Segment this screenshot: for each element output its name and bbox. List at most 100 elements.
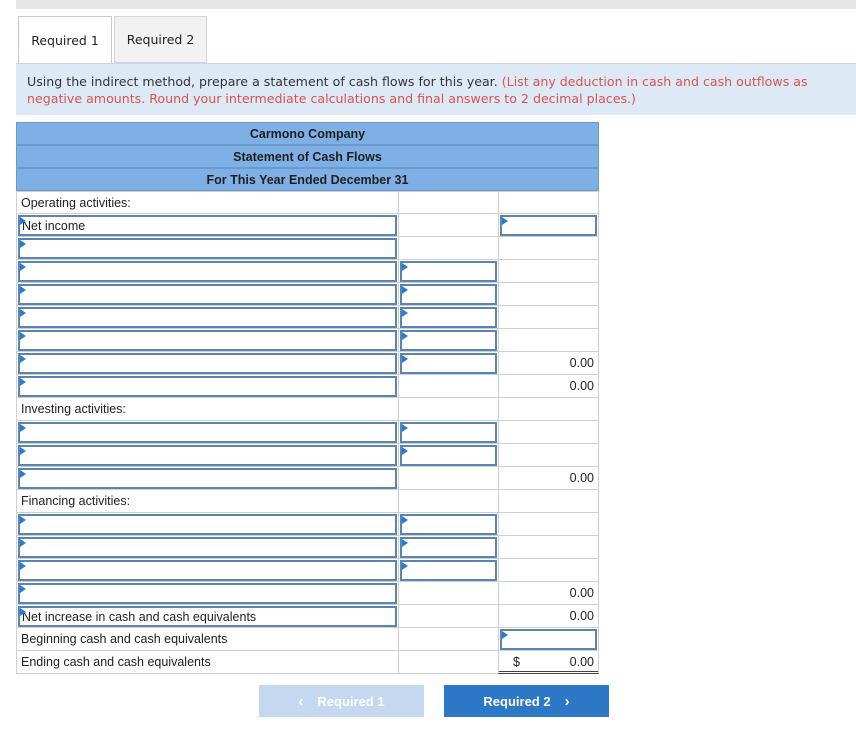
investing-amount-input[interactable] [400, 422, 497, 443]
investing-amount-input[interactable] [400, 445, 497, 466]
label-cell: Investing activities: [16, 398, 398, 421]
label-cell: Financing activities: [16, 490, 398, 513]
adjustment-amount-input[interactable] [400, 307, 497, 328]
financing-select[interactable] [18, 560, 397, 581]
adjustment-select[interactable] [18, 307, 397, 328]
statement-company-header: Carmono Company [16, 122, 599, 145]
flag-icon [20, 332, 26, 340]
amount-cell [398, 191, 498, 214]
beginning-cash-label: Beginning cash and cash equivalents [21, 632, 228, 646]
tab-required-1[interactable]: Required 1 [18, 16, 112, 63]
amount-cell [398, 421, 498, 444]
total-cell [498, 444, 599, 467]
investing-select[interactable] [18, 422, 397, 443]
label-cell: Operating activities: [16, 191, 398, 214]
label-cell [16, 513, 398, 536]
flag-icon [20, 562, 26, 570]
financing-row [16, 536, 599, 559]
amount-cell [398, 352, 498, 375]
financing-select[interactable] [18, 514, 397, 535]
adjustment-select[interactable] [18, 330, 397, 351]
operating-adjustment-row [16, 283, 599, 306]
prev-button-label: Required 1 [317, 693, 385, 709]
financing-amount-input[interactable] [400, 514, 497, 535]
operating-subtotal-a: 0.00 [569, 356, 594, 370]
amount-cell [398, 536, 498, 559]
statement-period: For This Year Ended December 31 [206, 172, 409, 187]
operating-subtotal-b: 0.00 [569, 379, 594, 393]
total-cell [498, 306, 599, 329]
investing-row [16, 444, 599, 467]
total-cell: 0.00 [498, 352, 599, 375]
total-cell [498, 398, 599, 421]
adjustment-select[interactable] [18, 238, 397, 259]
label-cell [16, 329, 398, 352]
tab-required-2[interactable]: Required 2 [114, 16, 207, 63]
currency-symbol: $ [513, 655, 520, 669]
investing-label: Investing activities: [21, 402, 126, 416]
total-cell: $ 0.00 [498, 651, 599, 674]
prev-required-button[interactable]: ‹ Required 1 [259, 685, 424, 717]
adjustment-select[interactable] [18, 353, 397, 374]
net-increase-value: 0.00 [569, 609, 594, 623]
flag-icon [402, 424, 408, 432]
amount-cell [398, 628, 498, 651]
operating-total-select[interactable] [18, 376, 397, 397]
total-cell: 0.00 [498, 375, 599, 398]
statement-title: Statement of Cash Flows [233, 149, 382, 164]
flag-icon [20, 286, 26, 294]
adjustment-amount-input[interactable] [400, 284, 497, 305]
financing-amount-input[interactable] [400, 537, 497, 558]
beginning-cash-input[interactable] [500, 629, 597, 650]
operating-adjustment-row [16, 237, 599, 260]
label-cell [16, 536, 398, 559]
financing-amount-input[interactable] [400, 560, 497, 581]
amount-cell [398, 306, 498, 329]
flag-icon [402, 355, 408, 363]
amount-cell [398, 490, 498, 513]
net-income-label-field[interactable]: Net income [18, 215, 397, 236]
operating-adjustment-row [16, 260, 599, 283]
adjustment-amount-input[interactable] [400, 353, 497, 374]
next-required-button[interactable]: Required 2 › [444, 685, 609, 717]
total-cell: 0.00 [498, 467, 599, 490]
ending-cash-value: 0.00 [569, 655, 594, 669]
flag-icon [20, 263, 26, 271]
amount-cell [398, 398, 498, 421]
flag-icon [502, 217, 508, 225]
financing-label: Financing activities: [21, 494, 131, 508]
amount-cell [398, 444, 498, 467]
instructions-text: Using the indirect method, prepare a sta… [27, 74, 498, 89]
tab-label: Required 1 [31, 32, 99, 48]
total-cell [498, 628, 599, 651]
beginning-cash-row: Beginning cash and cash equivalents [16, 628, 599, 651]
total-cell [498, 283, 599, 306]
adjustment-select[interactable] [18, 261, 397, 282]
label-cell: Net income [16, 214, 398, 237]
net-increase-row: Net increase in cash and cash equivalent… [16, 605, 599, 628]
investing-select[interactable] [18, 445, 397, 466]
total-cell [498, 191, 599, 214]
total-cell: 0.00 [498, 605, 599, 628]
net-increase-label-field[interactable]: Net increase in cash and cash equivalent… [18, 606, 397, 627]
statement-title-header: Statement of Cash Flows [16, 145, 599, 168]
adjustment-select[interactable] [18, 284, 397, 305]
instructions-panel: Using the indirect method, prepare a sta… [16, 63, 856, 115]
financing-select[interactable] [18, 537, 397, 558]
investing-total-select[interactable] [18, 468, 397, 489]
net-income-input[interactable] [500, 215, 597, 236]
flag-icon [20, 309, 26, 317]
net-increase-label: Net increase in cash and cash equivalent… [22, 610, 257, 624]
financing-total-select[interactable] [18, 583, 397, 604]
ending-cash-row: Ending cash and cash equivalents $ 0.00 [16, 651, 599, 674]
flag-icon [20, 608, 26, 616]
label-cell [16, 352, 398, 375]
flag-icon [402, 516, 408, 524]
adjustment-amount-input[interactable] [400, 261, 497, 282]
label-cell [16, 375, 398, 398]
amount-cell [398, 283, 498, 306]
operating-adjustment-row [16, 329, 599, 352]
total-cell [498, 513, 599, 536]
label-cell [16, 306, 398, 329]
adjustment-amount-input[interactable] [400, 330, 497, 351]
